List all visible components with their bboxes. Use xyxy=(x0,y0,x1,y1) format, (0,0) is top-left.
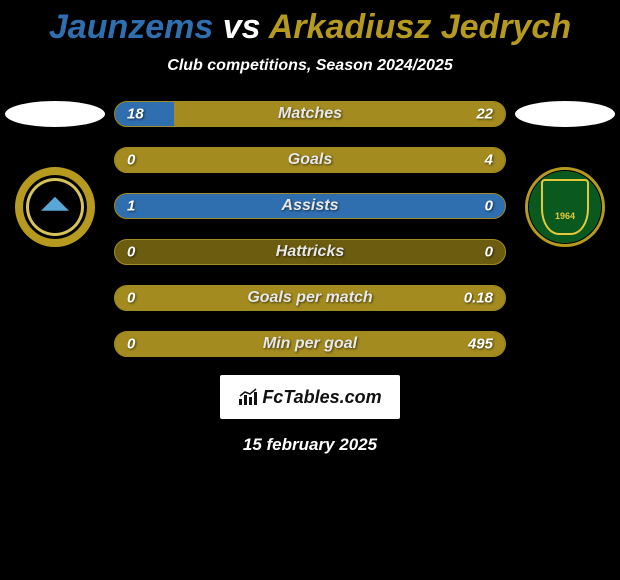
bar-label: Matches xyxy=(278,105,342,123)
bar-label: Min per goal xyxy=(263,335,357,353)
bar-left-value: 1 xyxy=(127,198,135,215)
bar-right-value: 0 xyxy=(485,244,493,261)
left-logo-column xyxy=(0,101,110,357)
bar-right-value: 495 xyxy=(468,336,493,353)
bar-right-value: 22 xyxy=(476,106,493,123)
bar-left-value: 18 xyxy=(127,106,144,123)
right-club-crest-icon xyxy=(525,167,605,247)
left-ellipse xyxy=(5,101,105,127)
brand-text: FcTables.com xyxy=(262,387,381,408)
brand-badge: FcTables.com xyxy=(220,375,400,419)
bar-label: Assists xyxy=(282,197,339,215)
stat-bar-row: 1 Assists 0 xyxy=(114,193,506,219)
stat-bar-row: 18 Matches 22 xyxy=(114,101,506,127)
bar-left-value: 0 xyxy=(127,244,135,261)
stat-bar-row: 0 Min per goal 495 xyxy=(114,331,506,357)
bar-right-value: 0 xyxy=(485,198,493,215)
vs-text: vs xyxy=(223,8,261,46)
stat-bar-row: 0 Hattricks 0 xyxy=(114,239,506,265)
bar-left-value: 0 xyxy=(127,152,135,169)
bar-left-value: 0 xyxy=(127,290,135,307)
right-ellipse xyxy=(515,101,615,127)
stat-bar-row: 0 Goals per match 0.18 xyxy=(114,285,506,311)
brand-chart-icon xyxy=(238,388,258,406)
stat-bar-row: 0 Goals 4 xyxy=(114,147,506,173)
bar-label: Hattricks xyxy=(276,243,344,261)
bar-left-value: 0 xyxy=(127,336,135,353)
page-title: Jaunzems vs Arkadiusz Jedrych xyxy=(0,0,620,47)
comparison-content: 18 Matches 22 0 Goals 4 1 Assists 0 0 Hattricks 0 0 G… xyxy=(0,101,620,357)
footer-date: 15 february 2025 xyxy=(0,435,620,455)
bar-right-value: 4 xyxy=(485,152,493,169)
right-logo-column xyxy=(510,101,620,357)
bar-left-fill xyxy=(115,102,174,126)
player2-name: Arkadiusz Jedrych xyxy=(269,8,571,46)
player1-name: Jaunzems xyxy=(49,8,213,46)
bar-right-value: 0.18 xyxy=(464,290,493,307)
bar-label: Goals xyxy=(288,151,332,169)
stat-bars: 18 Matches 22 0 Goals 4 1 Assists 0 0 Hattricks 0 0 G… xyxy=(110,101,510,357)
subtitle: Club competitions, Season 2024/2025 xyxy=(0,57,620,75)
bar-label: Goals per match xyxy=(247,289,372,307)
left-club-crest-icon xyxy=(15,167,95,247)
